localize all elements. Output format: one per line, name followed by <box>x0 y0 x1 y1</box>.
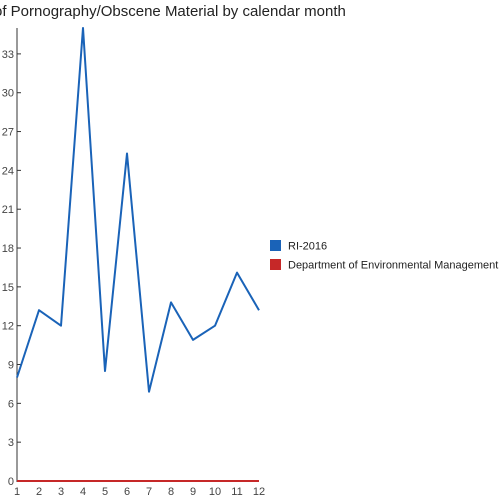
y-tick-label: 27 <box>2 127 14 139</box>
x-tick-label: 6 <box>124 486 130 498</box>
y-tick-label: 24 <box>2 165 14 177</box>
x-tick-label: 12 <box>253 486 265 498</box>
x-tick-label: 8 <box>168 486 174 498</box>
legend-swatch <box>270 259 281 270</box>
legend-label: Department of Environmental Management <box>288 260 498 272</box>
y-tick-label: 0 <box>8 476 14 488</box>
y-tick-label: 15 <box>2 282 14 294</box>
y-tick-label: 33 <box>2 49 14 61</box>
y-tick-label: 30 <box>2 88 14 100</box>
y-tick-label: 6 <box>8 398 14 410</box>
x-tick-label: 10 <box>209 486 221 498</box>
legend-swatch <box>270 240 281 251</box>
legend: RI-2016 Department of Environmental Manag… <box>270 240 498 272</box>
y-tick-label: 21 <box>2 204 14 216</box>
y-tick-label: 3 <box>8 437 14 449</box>
x-tick-label: 11 <box>231 486 242 498</box>
x-axis-ticks: 1 2 3 4 5 6 7 8 9 10 11 12 <box>14 486 265 498</box>
x-tick-label: 7 <box>146 486 152 498</box>
series-line-0 <box>16 27 260 393</box>
y-tick-label: 12 <box>2 321 14 333</box>
x-tick-label: 3 <box>58 486 64 498</box>
x-tick-label: 2 <box>36 486 42 498</box>
legend-label: RI-2016 <box>288 241 327 253</box>
x-tick-label: 9 <box>190 486 196 498</box>
y-tick-label: 18 <box>2 243 14 255</box>
x-tick-label: 5 <box>102 486 108 498</box>
y-axis-ticks: 0 3 6 9 12 15 18 21 24 27 30 33 <box>2 49 21 488</box>
x-tick-label: 4 <box>80 486 86 498</box>
series-lines <box>16 27 260 482</box>
x-tick-label: 1 <box>14 486 20 498</box>
chart-title: of Pornography/Obscene Material by calen… <box>0 3 346 20</box>
y-tick-label: 9 <box>8 360 14 372</box>
